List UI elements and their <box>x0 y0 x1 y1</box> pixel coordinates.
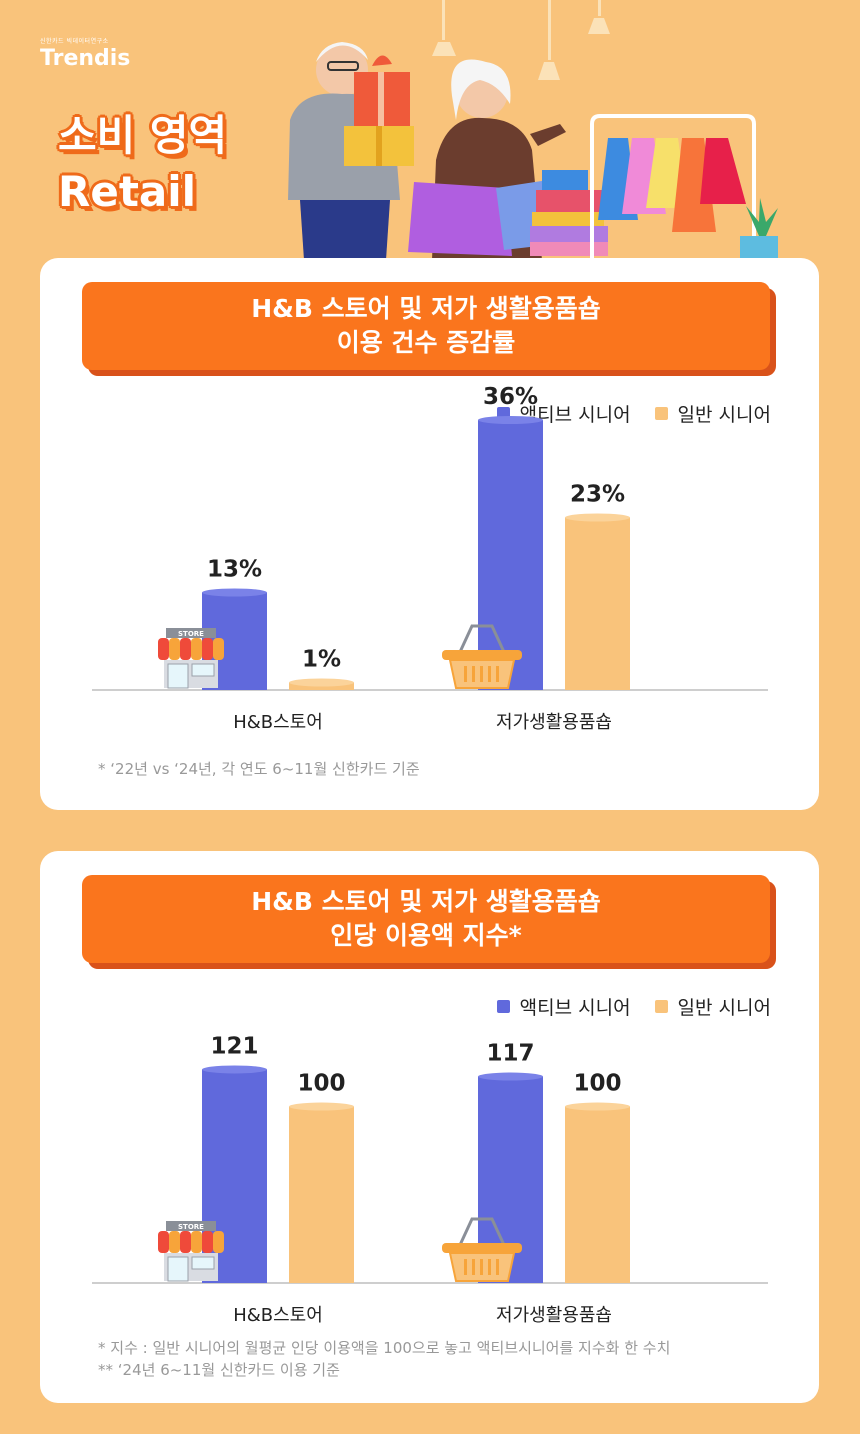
bar-general-1 <box>565 517 630 690</box>
footnote-line-1: * 지수 : 일반 시니어의 월평균 인당 이용액을 100으로 놓고 액티브시… <box>98 1339 671 1357</box>
basket-icon <box>442 624 522 689</box>
legend-swatch-active <box>496 1000 510 1013</box>
chart-title-banner: H&B 스토어 및 저가 생활용품숍 이용 건수 증감률 <box>82 282 770 370</box>
usage-count-bar-chart: 13% 1% H&B스토어 36% 23% 저가생활용품숍 STORE <box>92 384 768 733</box>
hero-title: 소비 영역 Retail <box>58 108 227 220</box>
brand-subtitle: 신한카드 빅데이터연구소 <box>40 38 109 45</box>
chart-title-banner: H&B 스토어 및 저가 생활용품숍 인당 이용액 지수* <box>82 875 770 963</box>
bar-value-label: 100 <box>573 1071 621 1097</box>
category-label: 저가생활용품숍 <box>496 1305 612 1326</box>
chart-title-line2: 이용 건수 증감률 <box>336 328 516 357</box>
bar-top-cap <box>478 1072 543 1081</box>
bar-value-label: 36% <box>483 384 538 410</box>
legend-label-general: 일반 시니어 <box>677 404 771 426</box>
bar-value-label: 23% <box>570 482 625 508</box>
category-label: 저가생활용품숍 <box>496 712 612 733</box>
store-icon: STORE <box>158 628 224 689</box>
bar-general-0 <box>289 1106 354 1283</box>
bar-top-cap <box>565 1102 630 1111</box>
category-label: H&B스토어 <box>233 1305 323 1326</box>
legend-label-active: 액티브 시니어 <box>519 997 631 1019</box>
bar-top-cap <box>202 1065 267 1074</box>
brand-name: Trendis <box>40 46 131 71</box>
category-label: H&B스토어 <box>233 712 323 733</box>
store-icon: STORE <box>158 1221 224 1282</box>
usage-count-card: H&B 스토어 및 저가 생활용품숍 이용 건수 증감률 액티브 시니어 일반 … <box>40 258 819 810</box>
chart-title-line1: H&B 스토어 및 저가 생활용품숍 <box>251 887 601 916</box>
bar-general-1 <box>565 1106 630 1283</box>
legend-item-general: 일반 시니어 <box>654 993 771 1020</box>
basket-icon <box>442 1217 522 1282</box>
legend-item-active: 액티브 시니어 <box>496 993 631 1020</box>
bar-value-label: 1% <box>302 647 341 673</box>
bar-top-cap <box>289 678 354 687</box>
brand-logo: 신한카드 빅데이터연구소 Trendis <box>40 36 130 71</box>
svg-text:STORE: STORE <box>178 1223 204 1231</box>
chart-footnote: * ‘22년 vs ‘24년, 각 연도 6~11월 신한카드 기준 <box>98 758 420 780</box>
legend-swatch-general <box>654 407 668 420</box>
bar-top-cap <box>289 1102 354 1111</box>
chart-title-line2: 인당 이용액 지수* <box>330 921 522 950</box>
hero-title-line1: 소비 영역 <box>58 111 228 160</box>
chart-title-line1: H&B 스토어 및 저가 생활용품숍 <box>251 294 601 323</box>
legend-label-active: 액티브 시니어 <box>519 404 631 426</box>
spending-index-card: H&B 스토어 및 저가 생활용품숍 인당 이용액 지수* 액티브 시니어 일반… <box>40 851 819 1403</box>
bar-value-label: 100 <box>297 1071 345 1097</box>
bar-active-1 <box>478 420 543 690</box>
hero-title-line2: Retail <box>58 167 197 216</box>
svg-text:STORE: STORE <box>178 630 204 638</box>
bar-top-cap <box>202 588 267 597</box>
shopping-seniors-illustration <box>288 0 778 260</box>
footnote-line: * ‘22년 vs ‘24년, 각 연도 6~11월 신한카드 기준 <box>98 760 420 778</box>
legend-item-general: 일반 시니어 <box>654 400 771 427</box>
chart-legend: 액티브 시니어 일반 시니어 <box>496 993 771 1020</box>
bar-value-label: 121 <box>210 1033 258 1059</box>
chart-footnote: * 지수 : 일반 시니어의 월평균 인당 이용액을 100으로 놓고 액티브시… <box>98 1337 670 1381</box>
footnote-line-2: ** ‘24년 6~11월 신한카드 이용 기준 <box>98 1361 340 1379</box>
bar-top-cap <box>478 416 543 424</box>
bar-value-label: 13% <box>207 557 262 583</box>
bar-value-label: 117 <box>486 1041 534 1067</box>
legend-swatch-general <box>654 1000 668 1013</box>
bar-top-cap <box>565 513 630 522</box>
spending-index-bar-chart: 121 100 H&B스토어 117 100 저가생활용품숍 STORE <box>92 1033 768 1326</box>
legend-label-general: 일반 시니어 <box>677 997 771 1019</box>
